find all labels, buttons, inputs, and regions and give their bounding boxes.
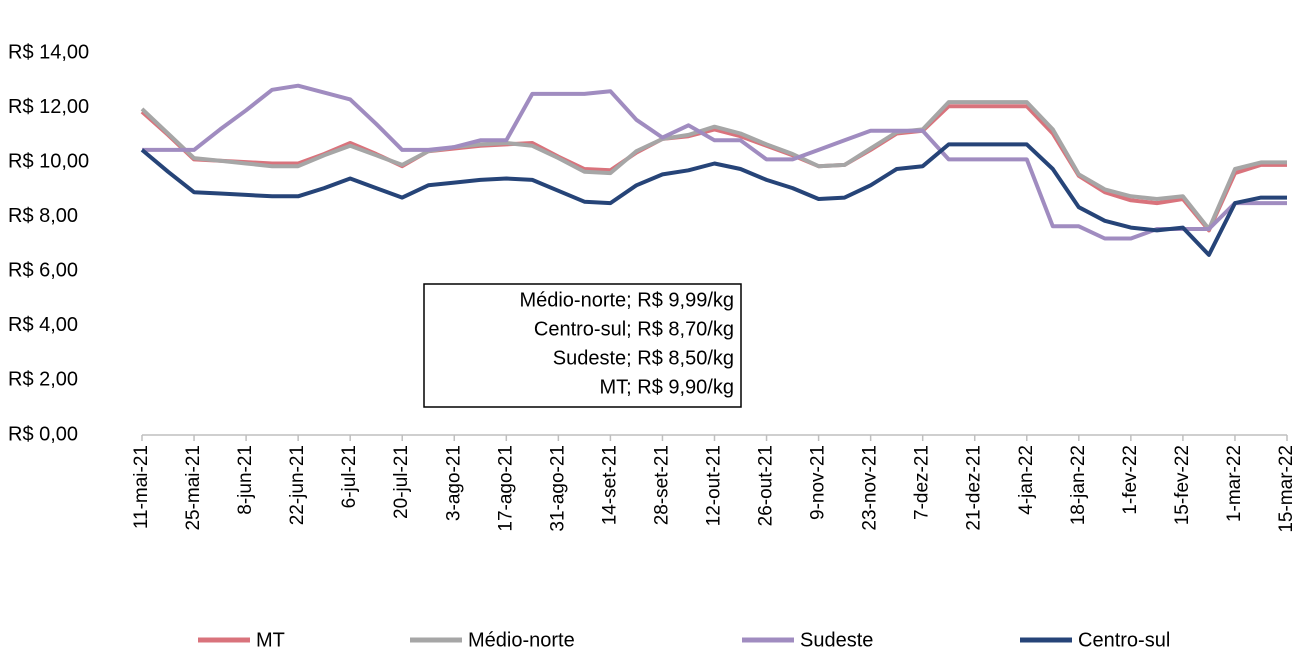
x-tick-label: 18-jan-22 xyxy=(1068,445,1089,525)
y-tick-label: R$ 14,00 xyxy=(8,41,89,63)
x-tick-label: 26-out-21 xyxy=(756,445,777,526)
x-tick-label: 12-out-21 xyxy=(704,445,725,526)
y-tick-label: R$ 8,00 xyxy=(8,205,78,227)
y-tick-label: R$ 10,00 xyxy=(8,150,89,172)
x-tick-label: 1-fev-22 xyxy=(1120,445,1141,515)
x-tick-label: 6-jul-21 xyxy=(339,445,360,508)
y-tick-label: R$ 6,00 xyxy=(8,260,78,282)
x-tick-label: 15-fev-22 xyxy=(1172,445,1193,525)
x-tick-label: 31-ago-21 xyxy=(547,445,568,532)
x-tick-label: 23-nov-21 xyxy=(860,445,881,531)
y-tick-label: R$ 0,00 xyxy=(8,423,78,445)
x-tick-label: 7-dez-21 xyxy=(912,445,933,520)
x-tick-label: 15-mar-22 xyxy=(1276,445,1297,533)
x-tick-label: 1-mar-22 xyxy=(1224,445,1245,522)
series-line xyxy=(142,83,1287,241)
x-tick-label: 17-ago-21 xyxy=(495,445,516,532)
annotation-text: MT; R$ 9,90/kg xyxy=(599,376,734,398)
x-tick-label: 21-dez-21 xyxy=(964,445,985,531)
x-tick-label: 22-jun-21 xyxy=(287,445,308,525)
series-line xyxy=(140,142,1287,257)
y-tick-label: R$ 2,00 xyxy=(8,369,78,391)
series-line xyxy=(140,100,1287,231)
legend-label: MT xyxy=(256,629,285,651)
x-tick-label: 4-jan-22 xyxy=(1016,445,1037,515)
x-tick-label: 28-set-21 xyxy=(651,445,672,525)
x-tick-label: 3-ago-21 xyxy=(443,445,464,521)
y-tick-label: R$ 4,00 xyxy=(8,314,78,336)
x-tick-label: 8-jun-21 xyxy=(235,445,256,515)
legend-label: Sudeste xyxy=(800,629,873,651)
annotation-text: Centro-sul; R$ 8,70/kg xyxy=(534,318,734,340)
legend-label: Centro-sul xyxy=(1078,629,1170,651)
x-tick-label: 20-jul-21 xyxy=(391,445,412,519)
x-tick-label: 25-mai-21 xyxy=(183,445,204,531)
x-tick-label: 11-mai-21 xyxy=(131,445,152,529)
annotation-text: Médio-norte; R$ 9,99/kg xyxy=(519,289,734,311)
x-tick-label: 9-nov-21 xyxy=(808,445,829,520)
annotation-box xyxy=(423,283,742,408)
x-tick-label: 14-set-21 xyxy=(599,445,620,525)
legend-label: Médio-norte xyxy=(468,629,575,651)
y-tick-label: R$ 12,00 xyxy=(8,96,89,118)
annotation-text: Sudeste; R$ 8,50/kg xyxy=(553,347,734,369)
